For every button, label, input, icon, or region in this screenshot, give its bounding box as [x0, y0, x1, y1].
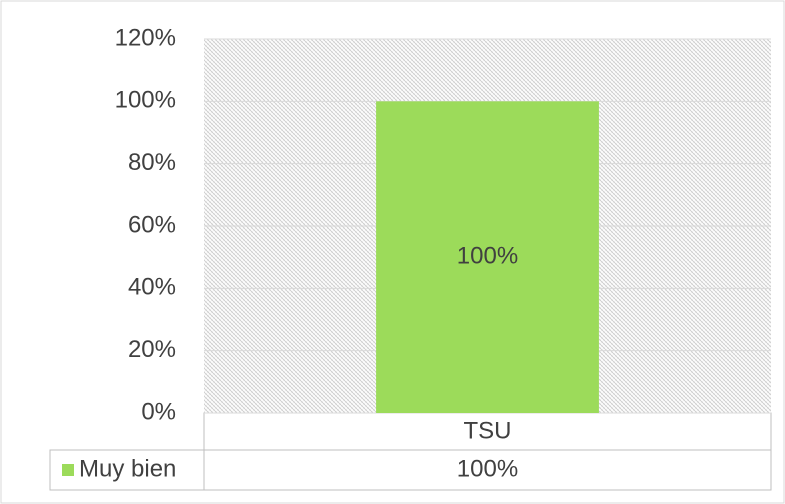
- data-label: 100%: [457, 243, 518, 270]
- x-tick-label: TSU: [464, 417, 512, 444]
- y-tick-label: 80%: [128, 149, 176, 176]
- legend-swatch: [62, 464, 74, 476]
- table-value: 100%: [457, 455, 518, 482]
- y-tick-label: 120%: [115, 24, 176, 51]
- y-tick-label: 20%: [128, 336, 176, 363]
- bar: [376, 101, 599, 413]
- y-tick-label: 100%: [115, 87, 176, 114]
- legend-label: Muy bien: [79, 455, 176, 482]
- y-tick-label: 0%: [141, 398, 176, 425]
- data-table-row: [49, 449, 772, 491]
- y-tick-label: 60%: [128, 211, 176, 238]
- y-tick-label: 40%: [128, 274, 176, 301]
